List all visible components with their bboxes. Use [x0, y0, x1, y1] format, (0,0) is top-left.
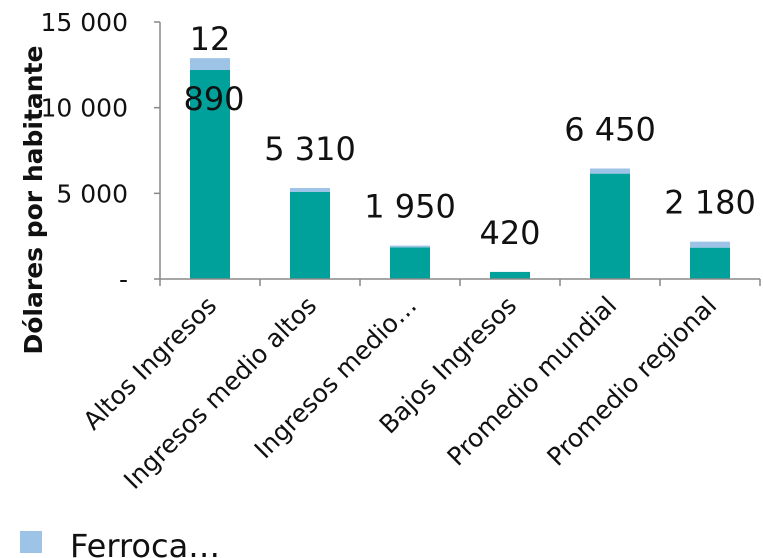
bar-segment — [690, 247, 730, 279]
bar-segment — [390, 247, 430, 279]
bar-segment — [190, 58, 230, 70]
bar-segment — [590, 168, 630, 174]
bar-segment — [290, 188, 330, 192]
category-label: Promedio mundial — [442, 291, 623, 472]
y-tick-label: 5 000 — [56, 179, 128, 208]
category-label: Ingresos medio altos — [118, 291, 322, 495]
bar-segment — [190, 69, 230, 280]
y-tick-label: 10 000 — [41, 94, 128, 123]
bar-segment — [490, 271, 530, 279]
data-label: 420 — [479, 214, 540, 252]
data-label: 5 310 — [264, 130, 356, 168]
data-label: 6 450 — [564, 110, 656, 148]
bar-segment — [690, 241, 730, 248]
bar-segment — [290, 191, 330, 279]
bar-segment — [590, 173, 630, 279]
category-label: Promedio regional — [541, 291, 722, 472]
data-label: 2 180 — [664, 184, 756, 222]
y-axis-label: Dólares por habitante — [19, 46, 48, 355]
legend-label-ferroca: Ferroca… — [70, 527, 220, 558]
bar-segment — [390, 245, 430, 248]
y-tick-label: 15 000 — [41, 8, 128, 37]
y-tick-label: - — [119, 265, 128, 294]
legend: Ferroca… — [20, 527, 220, 558]
data-label: 12 — [190, 20, 231, 58]
data-label: 890 — [183, 80, 244, 118]
data-label: 1 950 — [364, 188, 456, 226]
legend-swatch-ferroca — [20, 531, 42, 553]
